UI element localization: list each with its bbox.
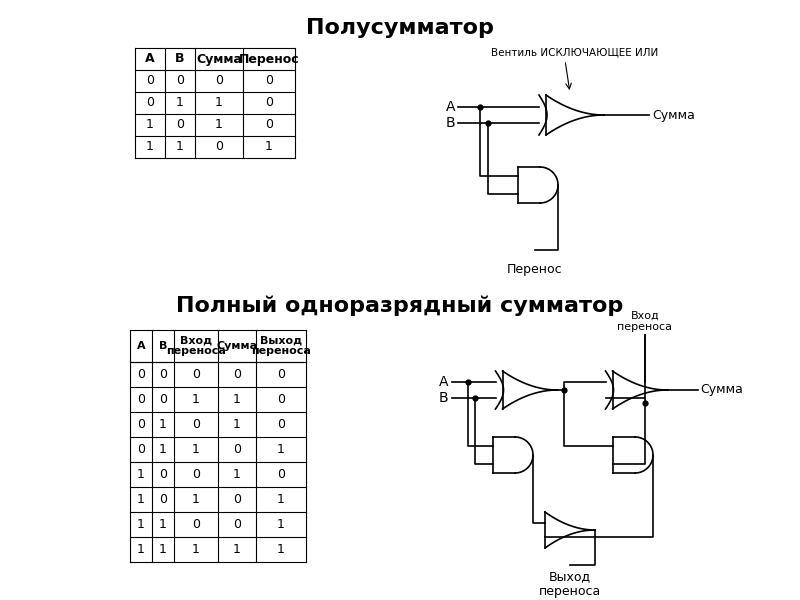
Text: 1: 1 xyxy=(277,543,285,556)
Text: 0: 0 xyxy=(265,118,273,131)
Text: 0: 0 xyxy=(215,74,223,88)
Text: 0: 0 xyxy=(159,468,167,481)
Text: 0: 0 xyxy=(146,74,154,88)
Text: 1: 1 xyxy=(233,468,241,481)
Text: Сумма: Сумма xyxy=(701,383,743,397)
Text: 1: 1 xyxy=(159,418,167,431)
Text: B: B xyxy=(438,391,448,404)
Text: 1: 1 xyxy=(277,493,285,506)
Text: 1: 1 xyxy=(137,493,145,506)
Text: 0: 0 xyxy=(277,393,285,406)
Text: 0: 0 xyxy=(137,418,145,431)
Text: A: A xyxy=(446,100,455,114)
Text: Перенос: Перенос xyxy=(238,52,299,65)
Text: 0: 0 xyxy=(159,368,167,381)
Text: Сумма: Сумма xyxy=(217,341,258,351)
Text: 0: 0 xyxy=(137,368,145,381)
Text: 0: 0 xyxy=(192,418,200,431)
Text: 0: 0 xyxy=(192,468,200,481)
Text: 0: 0 xyxy=(137,443,145,456)
Text: Перенос: Перенос xyxy=(507,263,563,276)
Text: 0: 0 xyxy=(233,368,241,381)
Text: 0: 0 xyxy=(215,140,223,154)
Text: Вход
переноса: Вход переноса xyxy=(618,310,673,332)
Text: A: A xyxy=(137,341,146,351)
Text: 1: 1 xyxy=(176,140,184,154)
Text: 1: 1 xyxy=(159,518,167,531)
Text: 0: 0 xyxy=(277,468,285,481)
Text: Полусумматор: Полусумматор xyxy=(306,18,494,38)
Text: 1: 1 xyxy=(192,543,200,556)
Text: 1: 1 xyxy=(159,543,167,556)
Text: Сумма: Сумма xyxy=(196,52,242,65)
Text: 0: 0 xyxy=(277,368,285,381)
Text: 1: 1 xyxy=(277,518,285,531)
Text: 1: 1 xyxy=(233,418,241,431)
Text: Вентиль ИСКЛЮЧАЮЩЕЕ ИЛИ: Вентиль ИСКЛЮЧАЮЩЕЕ ИЛИ xyxy=(491,47,658,57)
Text: 1: 1 xyxy=(192,443,200,456)
Text: 0: 0 xyxy=(265,74,273,88)
Text: 0: 0 xyxy=(176,74,184,88)
Text: 0: 0 xyxy=(233,443,241,456)
Text: 1: 1 xyxy=(137,518,145,531)
Text: A: A xyxy=(145,52,155,65)
Text: 1: 1 xyxy=(233,393,241,406)
Text: 1: 1 xyxy=(176,97,184,109)
Text: 1: 1 xyxy=(146,118,154,131)
Text: 1: 1 xyxy=(137,468,145,481)
Text: 1: 1 xyxy=(215,118,223,131)
Text: Полный одноразрядный сумматор: Полный одноразрядный сумматор xyxy=(176,295,624,316)
Text: 0: 0 xyxy=(176,118,184,131)
Text: 1: 1 xyxy=(233,543,241,556)
Text: 0: 0 xyxy=(159,393,167,406)
Text: 1: 1 xyxy=(146,140,154,154)
Text: Сумма: Сумма xyxy=(652,109,695,121)
Text: 0: 0 xyxy=(192,518,200,531)
Text: 0: 0 xyxy=(137,393,145,406)
Text: B: B xyxy=(175,52,185,65)
Text: 1: 1 xyxy=(265,140,273,154)
Text: 1: 1 xyxy=(159,443,167,456)
Text: Выход
переноса: Выход переноса xyxy=(251,335,311,356)
Text: B: B xyxy=(446,116,455,130)
Text: 0: 0 xyxy=(146,97,154,109)
Text: 1: 1 xyxy=(192,393,200,406)
Text: 1: 1 xyxy=(137,543,145,556)
Text: 0: 0 xyxy=(159,493,167,506)
Text: 1: 1 xyxy=(215,97,223,109)
Text: Выход
переноса: Выход переноса xyxy=(539,570,601,598)
Text: Вход
переноса: Вход переноса xyxy=(166,335,226,356)
Text: 0: 0 xyxy=(233,518,241,531)
Text: 0: 0 xyxy=(233,493,241,506)
Text: A: A xyxy=(438,376,448,389)
Text: 0: 0 xyxy=(277,418,285,431)
Text: 1: 1 xyxy=(277,443,285,456)
Text: B: B xyxy=(159,341,167,351)
Text: 1: 1 xyxy=(192,493,200,506)
Text: 0: 0 xyxy=(192,368,200,381)
Text: 0: 0 xyxy=(265,97,273,109)
